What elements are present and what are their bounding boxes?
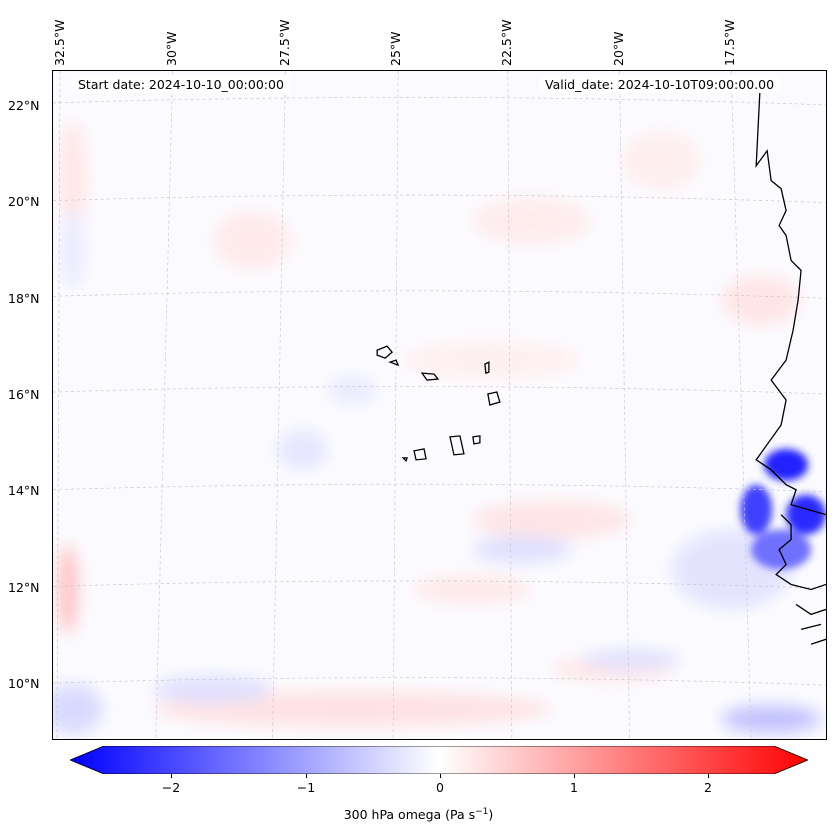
colorbar <box>70 746 808 774</box>
lat-label-18n: 18°N <box>8 291 40 306</box>
map-panel <box>52 70 827 740</box>
lat-label-20n: 20°N <box>8 194 40 209</box>
lat-label-12n: 12°N <box>8 580 40 595</box>
lon-label-27-5w: 27.5°W <box>277 19 292 66</box>
start-date-label: Start date: 2024-10-10_00:00:00 <box>72 76 290 93</box>
colorbar-tick-mark <box>306 774 307 778</box>
colorbar-tick-mark <box>171 774 172 778</box>
colorbar-tick-label: −2 <box>161 780 181 795</box>
lat-label-22n: 22°N <box>8 98 40 113</box>
coastline <box>376 85 826 645</box>
lon-label-17-5w: 17.5°W <box>722 19 737 66</box>
colorbar-label: 300 hPa omega (Pa s−1) <box>0 807 837 822</box>
lon-label-30w: 30°W <box>164 31 179 66</box>
lat-label-14n: 14°N <box>8 483 40 498</box>
colorbar-tick-label: −1 <box>296 780 316 795</box>
lat-label-10n: 10°N <box>8 676 40 691</box>
lat-label-16n: 16°N <box>8 387 40 402</box>
lon-label-22-5w: 22.5°W <box>499 19 514 66</box>
valid-date-label: Valid_date: 2024-10-10T09:00:00.00 <box>539 76 781 93</box>
colorbar-tick-label: 0 <box>436 780 444 795</box>
colorbar-tick-mark <box>708 774 709 778</box>
colorbar-label-close: ) <box>488 807 494 823</box>
omega-field <box>53 71 826 739</box>
colorbar-tick-mark <box>440 774 441 778</box>
lon-label-20w: 20°W <box>611 31 626 66</box>
colorbar-label-exponent: −1 <box>475 807 489 817</box>
colorbar-tick-label: 1 <box>570 780 578 795</box>
colorbar-tick-mark <box>574 774 575 778</box>
lon-label-32-5w: 32.5°W <box>52 19 67 66</box>
colorbar-label-text: 300 hPa omega (Pa s <box>343 807 476 823</box>
colorbar-tick-label: 2 <box>704 780 712 795</box>
lon-label-25w: 25°W <box>388 31 403 66</box>
